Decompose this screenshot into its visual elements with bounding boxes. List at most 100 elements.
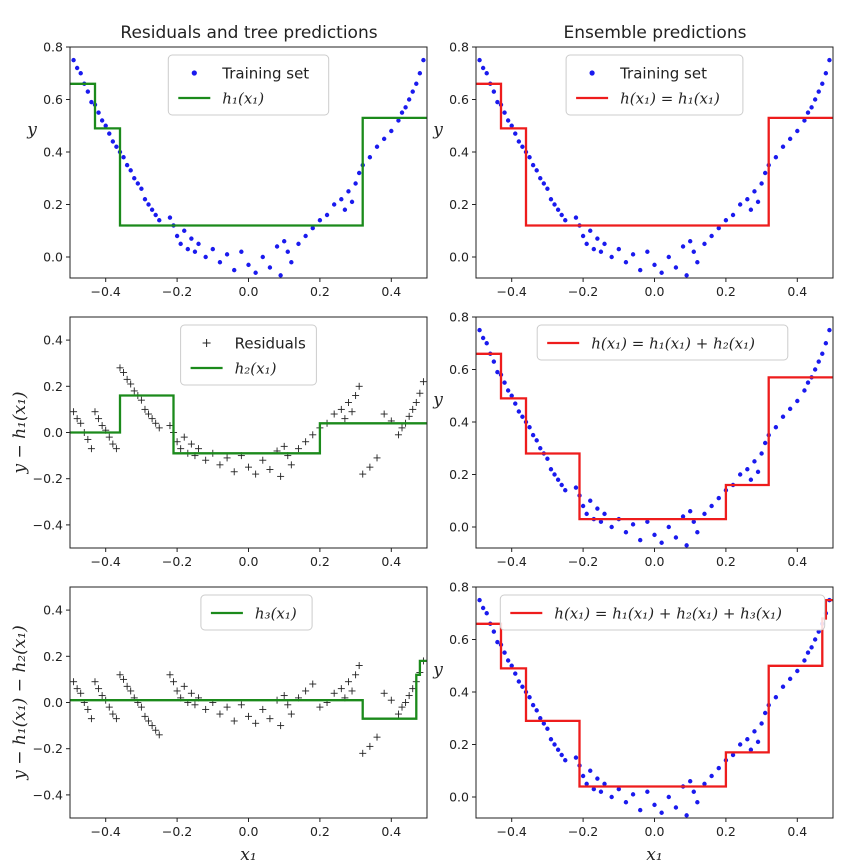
training-point xyxy=(417,71,423,76)
training-point xyxy=(484,341,489,346)
training-point xyxy=(374,144,380,149)
training-point xyxy=(491,89,497,94)
training-point xyxy=(534,168,539,173)
training-point xyxy=(827,327,832,333)
residual-point xyxy=(416,389,424,397)
training-point xyxy=(588,228,593,233)
residual-point xyxy=(87,445,95,453)
training-point xyxy=(752,189,757,194)
training-point xyxy=(274,244,280,249)
training-point xyxy=(609,794,614,800)
residual-point xyxy=(148,722,156,730)
training-point xyxy=(595,776,600,781)
training-point xyxy=(559,212,564,218)
residual-point xyxy=(330,689,338,697)
training-point xyxy=(178,241,183,247)
y-tick-label: 0.8 xyxy=(449,40,469,55)
training-point xyxy=(480,605,486,611)
residual-point xyxy=(70,678,78,686)
training-point xyxy=(520,684,525,689)
x-tick-label: 0.2 xyxy=(716,284,736,299)
training-point xyxy=(584,511,589,517)
residual-point xyxy=(98,692,106,700)
training-point xyxy=(659,270,664,275)
legend-label: h(x₁) = h₁(x₁) + h₂(x₁) xyxy=(591,335,755,353)
x-tick-label: −0.2 xyxy=(568,554,598,569)
x-tick-label: 0.2 xyxy=(716,824,736,839)
y-tick-label: 0.6 xyxy=(449,632,469,647)
y-tick-label: 0.2 xyxy=(449,467,469,482)
legend-box xyxy=(536,324,789,361)
training-point xyxy=(520,144,525,149)
training-point xyxy=(573,485,579,490)
training-point xyxy=(563,758,568,763)
training-point xyxy=(182,228,187,233)
training-point xyxy=(552,742,557,747)
training-point xyxy=(99,118,105,123)
training-point xyxy=(253,270,258,275)
data-layer xyxy=(476,327,833,548)
training-point xyxy=(509,393,514,398)
training-point xyxy=(174,233,180,239)
training-point xyxy=(548,737,554,742)
training-point xyxy=(802,388,807,393)
training-point xyxy=(563,218,568,223)
training-point xyxy=(289,260,294,265)
legend: h(x₁) = h₁(x₁) + h₂(x₁) xyxy=(536,324,789,361)
training-point xyxy=(530,162,536,168)
residual-point xyxy=(95,415,103,423)
training-point xyxy=(563,488,568,493)
training-point xyxy=(559,752,564,758)
training-point xyxy=(659,810,664,815)
training-point xyxy=(491,629,497,634)
training-point xyxy=(748,747,754,752)
data-layer xyxy=(476,57,833,278)
training-point xyxy=(381,136,387,142)
training-point xyxy=(224,252,230,257)
training-point xyxy=(602,241,607,247)
training-point xyxy=(748,207,754,212)
training-point xyxy=(666,524,671,530)
residual-point xyxy=(141,405,149,413)
training-point xyxy=(645,249,650,254)
y-tick-label: 0.2 xyxy=(449,737,469,752)
training-point xyxy=(773,155,779,160)
residual-point xyxy=(166,671,174,679)
training-point xyxy=(296,241,301,247)
panel-top-left: −0.4 −0.2 0.0 0.2 0.4 0.0 0.2 0.4 0.6 0.8 y Trainin… xyxy=(26,40,428,299)
y-tick-label: 0.4 xyxy=(43,145,63,160)
training-point xyxy=(527,155,532,160)
residual-point xyxy=(259,705,267,713)
residual-point xyxy=(366,742,374,750)
training-point xyxy=(595,236,600,241)
training-point xyxy=(737,202,743,207)
residual-point xyxy=(355,662,363,670)
training-point xyxy=(541,181,547,186)
x-tick-label: −0.4 xyxy=(497,284,527,299)
residual-point xyxy=(137,396,145,404)
training-point xyxy=(730,752,736,758)
training-point xyxy=(573,755,579,760)
x-tick-label: 0.2 xyxy=(310,554,330,569)
training-point xyxy=(246,262,251,268)
training-point xyxy=(795,128,800,134)
residual-point xyxy=(266,465,274,473)
training-point xyxy=(752,729,757,734)
training-point xyxy=(755,739,761,745)
training-point xyxy=(584,781,589,787)
x-tick-label: 0.4 xyxy=(381,284,401,299)
data-layer xyxy=(476,597,833,818)
training-point xyxy=(609,524,614,530)
training-point xyxy=(730,212,736,218)
training-point xyxy=(812,367,818,372)
residual-point xyxy=(277,722,285,730)
training-point xyxy=(267,265,273,270)
training-point xyxy=(652,262,657,268)
residual-point xyxy=(105,703,113,711)
training-point xyxy=(527,695,532,700)
training-point xyxy=(495,639,500,645)
training-point xyxy=(752,459,757,464)
training-point xyxy=(809,645,814,650)
legend-label: h(x₁) = h₁(x₁) xyxy=(620,90,720,108)
y-axis-label: y xyxy=(432,120,443,140)
